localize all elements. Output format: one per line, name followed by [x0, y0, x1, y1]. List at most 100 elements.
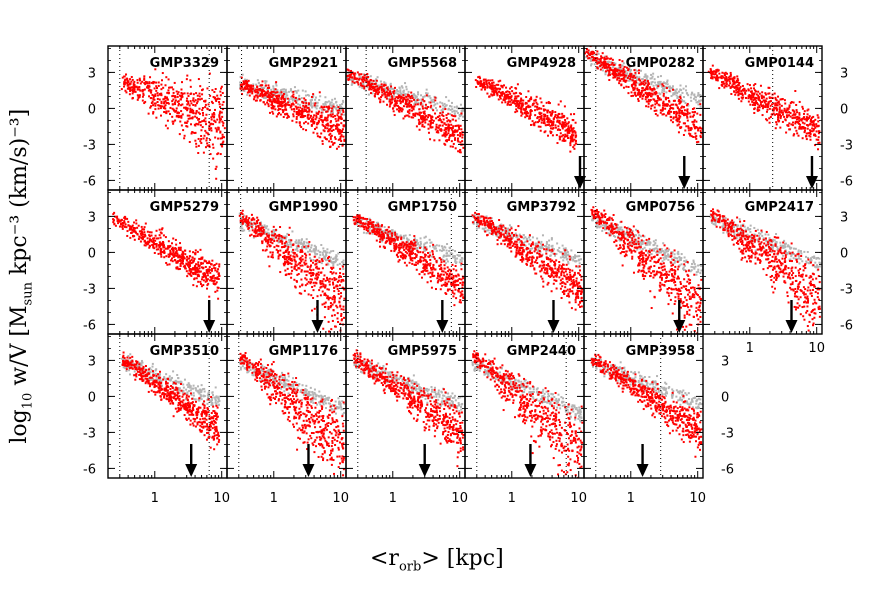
red-point	[214, 87, 217, 90]
red-point	[169, 245, 172, 248]
grey-point	[316, 104, 319, 107]
y-tick-label: -3	[840, 138, 853, 153]
red-point	[125, 226, 128, 229]
red-point	[803, 116, 806, 119]
red-point	[154, 239, 157, 242]
red-point	[595, 59, 598, 62]
red-point	[457, 137, 460, 140]
red-point	[148, 235, 151, 238]
red-point	[544, 115, 547, 118]
grey-point	[332, 249, 335, 252]
red-point	[294, 105, 297, 108]
red-point	[333, 294, 336, 297]
red-point	[684, 129, 687, 132]
red-point	[141, 228, 144, 231]
grey-point	[358, 75, 361, 78]
red-point	[157, 84, 160, 87]
grey-point	[263, 87, 266, 90]
red-point	[261, 240, 264, 243]
red-point	[332, 115, 335, 118]
red-point	[754, 89, 757, 92]
red-point	[734, 85, 737, 88]
red-point	[300, 114, 303, 117]
red-point	[521, 105, 524, 108]
red-point	[123, 75, 126, 78]
red-point	[276, 239, 279, 242]
red-point	[310, 120, 313, 123]
red-point	[137, 224, 140, 227]
red-point	[194, 139, 197, 142]
red-point	[217, 126, 220, 129]
grey-point	[421, 103, 424, 106]
red-point	[202, 272, 205, 275]
red-point	[817, 138, 820, 141]
red-point	[178, 267, 181, 270]
red-point	[123, 220, 126, 223]
red-point	[748, 94, 751, 97]
grey-point	[296, 249, 299, 252]
grey-point	[278, 91, 281, 94]
grey-point	[443, 102, 446, 105]
red-point	[678, 114, 681, 117]
red-point	[383, 83, 386, 86]
grey-point	[262, 96, 265, 99]
red-point	[156, 92, 159, 95]
grey-point	[458, 113, 461, 116]
red-point	[161, 243, 164, 246]
red-point	[682, 114, 685, 117]
red-point	[168, 246, 171, 249]
red-point	[754, 83, 757, 86]
red-point	[264, 84, 267, 87]
red-point	[543, 109, 546, 112]
red-point	[152, 82, 155, 85]
red-point	[670, 103, 673, 106]
red-point	[753, 103, 756, 106]
grey-point	[243, 214, 246, 217]
red-point	[389, 90, 392, 93]
red-point	[556, 120, 559, 123]
red-point	[185, 99, 188, 102]
red-point	[186, 92, 189, 95]
red-point	[328, 283, 331, 286]
red-point	[342, 308, 345, 311]
red-point	[716, 79, 719, 82]
grey-point	[399, 90, 402, 93]
red-point	[149, 106, 152, 109]
red-point	[751, 100, 754, 103]
red-point	[781, 97, 784, 100]
red-point	[785, 116, 788, 119]
red-point	[324, 116, 327, 119]
red-point	[316, 132, 319, 135]
grey-point	[288, 98, 291, 101]
red-point	[456, 134, 459, 137]
grey-point	[296, 247, 299, 250]
red-point	[217, 273, 220, 276]
red-point	[302, 128, 305, 131]
red-point	[208, 266, 211, 269]
grey-point	[659, 82, 662, 85]
red-point	[303, 108, 306, 111]
red-point	[333, 286, 336, 289]
red-point	[771, 108, 774, 111]
red-point	[182, 256, 185, 259]
red-point	[283, 242, 286, 245]
red-point	[256, 96, 259, 99]
grey-point	[659, 93, 662, 96]
red-point	[809, 129, 812, 132]
red-point	[149, 97, 152, 100]
red-point	[662, 94, 665, 97]
panel-label: GMP5568	[388, 56, 457, 71]
grey-point	[444, 105, 447, 108]
red-point	[266, 99, 269, 102]
red-point	[256, 95, 259, 98]
red-point	[388, 100, 391, 103]
red-point	[350, 73, 353, 76]
red-point	[573, 144, 576, 147]
red-point	[256, 85, 259, 88]
red-point	[321, 140, 324, 143]
grey-point	[698, 100, 701, 103]
red-point	[340, 275, 343, 278]
red-point	[801, 117, 804, 120]
red-point	[168, 113, 171, 116]
red-point	[441, 134, 444, 137]
